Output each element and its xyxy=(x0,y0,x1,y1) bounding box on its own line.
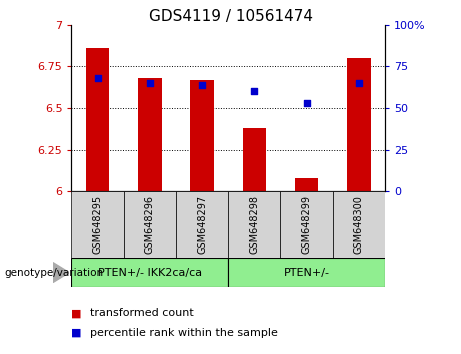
Text: GSM648298: GSM648298 xyxy=(249,195,260,254)
Text: ■: ■ xyxy=(71,328,82,338)
Point xyxy=(355,80,362,86)
Text: GSM648300: GSM648300 xyxy=(354,195,364,254)
Bar xyxy=(176,191,228,258)
Point xyxy=(303,100,310,106)
Bar xyxy=(71,258,228,287)
Text: PTEN+/- IKK2ca/ca: PTEN+/- IKK2ca/ca xyxy=(98,268,202,278)
Bar xyxy=(138,78,161,191)
Point xyxy=(94,75,101,81)
Text: GSM648295: GSM648295 xyxy=(93,195,103,255)
Polygon shape xyxy=(53,263,69,282)
Text: GSM648296: GSM648296 xyxy=(145,195,155,254)
Text: PTEN+/-: PTEN+/- xyxy=(284,268,330,278)
Bar xyxy=(86,48,109,191)
Text: transformed count: transformed count xyxy=(90,308,194,318)
Bar xyxy=(347,58,371,191)
Bar xyxy=(228,191,280,258)
Bar xyxy=(333,191,385,258)
Bar xyxy=(242,128,266,191)
Text: ■: ■ xyxy=(71,308,82,318)
Text: percentile rank within the sample: percentile rank within the sample xyxy=(90,328,278,338)
Bar xyxy=(295,178,318,191)
Bar xyxy=(124,191,176,258)
Point xyxy=(146,80,154,86)
Point xyxy=(198,82,206,87)
Point xyxy=(251,88,258,94)
Text: GSM648299: GSM648299 xyxy=(301,195,312,254)
Text: GSM648297: GSM648297 xyxy=(197,195,207,255)
Bar xyxy=(71,191,124,258)
Bar xyxy=(280,191,333,258)
Bar xyxy=(190,80,214,191)
Text: GDS4119 / 10561474: GDS4119 / 10561474 xyxy=(148,9,313,24)
Bar xyxy=(228,258,385,287)
Text: genotype/variation: genotype/variation xyxy=(5,268,104,278)
